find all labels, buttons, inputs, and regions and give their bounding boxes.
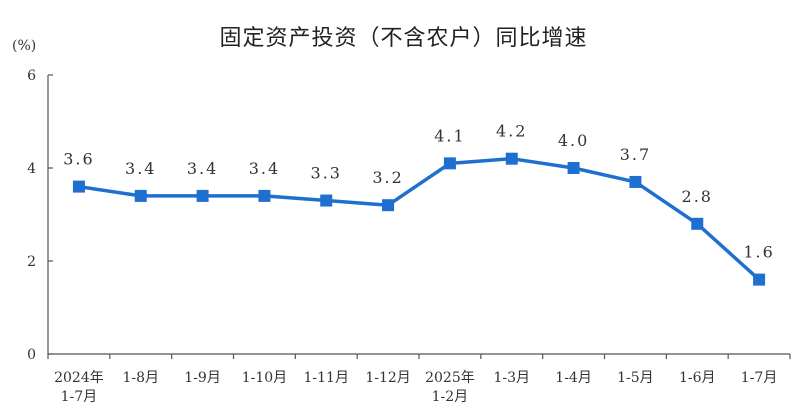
data-label: 4.1 [434,126,465,145]
data-point-marker [134,189,147,202]
x-tick-label: 1-12月 [365,370,410,386]
data-label: 3.4 [125,159,156,178]
x-tick-label: 1-4月 [555,370,592,386]
x-tick-label: 1-11月 [304,370,349,386]
data-label: 3.4 [187,159,218,178]
data-label: 3.7 [620,145,651,164]
x-tick-label: 1-5月 [617,370,654,386]
x-tick-label: 1-6月 [679,370,716,386]
data-label: 4.0 [558,131,589,150]
data-point-marker [320,194,333,207]
y-tick-label: 0 [27,347,36,363]
data-point-marker [505,152,518,165]
data-point-marker [196,189,209,202]
y-tick-label: 4 [27,161,36,177]
y-axis-unit: (%) [12,38,37,54]
data-point-marker [691,217,704,230]
data-label: 4.2 [496,122,527,141]
x-tick-label: 1-10月 [242,370,287,386]
data-label: 3.4 [249,159,280,178]
series-line [78,156,761,281]
data-point-marker [629,175,642,188]
y-tick-label: 2 [27,254,36,270]
data-point-marker [72,180,85,193]
data-point-marker [382,199,395,212]
x-tick-label: 1-9月 [184,370,221,386]
chart-title: 固定资产投资（不含农户）同比增速 [219,26,588,51]
data-label: 3.2 [372,168,403,187]
data-label: 3.6 [63,150,94,169]
data-point-marker [567,162,580,174]
x-tick-label: 2025年 1-2月 [425,370,475,405]
data-point-marker [443,157,456,170]
x-tick-label: 2024年 1-7月 [54,370,104,405]
data-label: 1.6 [743,243,774,262]
x-tick-label: 1-8月 [122,370,159,386]
data-label: 3.3 [311,164,342,183]
x-tick-label: 1-3月 [493,370,530,386]
data-point-marker [258,189,271,202]
x-tick-label: 1-7月 [741,370,778,386]
data-point-marker [753,273,766,286]
data-label: 2.8 [682,187,713,206]
y-tick-label: 6 [27,68,36,84]
